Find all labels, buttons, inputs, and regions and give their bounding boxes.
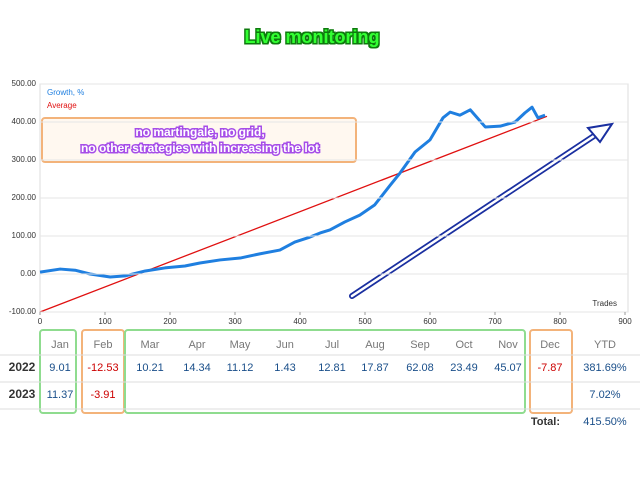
highlight-box — [39, 329, 77, 414]
y-tick-label: 0.00 — [20, 269, 36, 278]
arrow-head — [586, 122, 615, 144]
column-header: Oct — [455, 339, 472, 351]
column-header: Jun — [276, 339, 294, 351]
month-value: 14.34 — [183, 362, 211, 374]
column-header: Jan — [51, 339, 69, 351]
y-tick-label: 100.00 — [12, 231, 37, 240]
column-header: Mar — [141, 339, 160, 351]
column-header: Sep — [410, 339, 430, 351]
annotation-box — [41, 117, 357, 163]
month-value: 12.81 — [318, 362, 346, 374]
x-tick-label: 900 — [618, 317, 632, 326]
y-tick-label: 400.00 — [12, 117, 37, 126]
year-label: 2022 — [9, 360, 36, 374]
highlight-box — [124, 329, 526, 414]
total-label: Total: — [531, 416, 560, 428]
year-label: 2023 — [9, 387, 36, 401]
column-header: Jul — [325, 339, 339, 351]
y-tick-label: -100.00 — [9, 307, 37, 316]
y-tick-label: 300.00 — [12, 155, 37, 164]
series-line — [39, 115, 548, 313]
month-value: 62.08 — [406, 362, 434, 374]
column-header: Aug — [365, 339, 385, 351]
x-axis-label: Trades — [592, 299, 617, 308]
month-value: 1.43 — [274, 362, 295, 374]
legend-label: Growth, % — [47, 88, 84, 97]
month-value: 23.49 — [450, 362, 478, 374]
month-value: 11.12 — [227, 362, 254, 374]
arrow-shaft-inner — [350, 126, 608, 298]
column-header: May — [230, 339, 251, 351]
month-value: 7.02% — [589, 389, 620, 401]
month-value: -12.53 — [87, 362, 118, 374]
column-header: YTD — [594, 339, 616, 351]
column-header: Apr — [188, 339, 205, 351]
month-value: 11.37 — [47, 389, 74, 401]
total-value: 415.50% — [583, 416, 627, 428]
series-line — [39, 105, 546, 279]
title: Live monitoring — [245, 27, 380, 47]
x-tick-label: 800 — [553, 317, 567, 326]
annotation: no martingale, no grid, — [135, 125, 264, 139]
x-tick-label: 700 — [488, 317, 502, 326]
annotation: no other strategies with increasing the … — [81, 141, 319, 155]
x-tick-label: 200 — [163, 317, 177, 326]
month-value: 45.07 — [494, 362, 522, 374]
x-tick-label: 600 — [423, 317, 437, 326]
column-header: Dec — [540, 339, 560, 351]
table-highlights — [39, 329, 573, 414]
x-tick-label: 0 — [38, 317, 43, 326]
month-value: 17.87 — [361, 362, 389, 374]
month-value: 9.01 — [49, 362, 70, 374]
month-value: 381.69% — [583, 362, 627, 374]
y-tick-label: 200.00 — [12, 193, 37, 202]
x-tick-label: 400 — [293, 317, 307, 326]
legend-label: Average — [47, 101, 77, 110]
x-tick-label: 500 — [358, 317, 372, 326]
highlight-box — [529, 329, 573, 414]
month-value: -7.87 — [537, 362, 562, 374]
column-header: Nov — [498, 339, 518, 351]
x-tick-label: 300 — [228, 317, 242, 326]
month-value: 10.21 — [136, 362, 164, 374]
x-tick-label: 100 — [98, 317, 112, 326]
column-header: Feb — [94, 339, 113, 351]
month-value: -3.91 — [90, 389, 115, 401]
y-tick-label: 500.00 — [12, 79, 37, 88]
